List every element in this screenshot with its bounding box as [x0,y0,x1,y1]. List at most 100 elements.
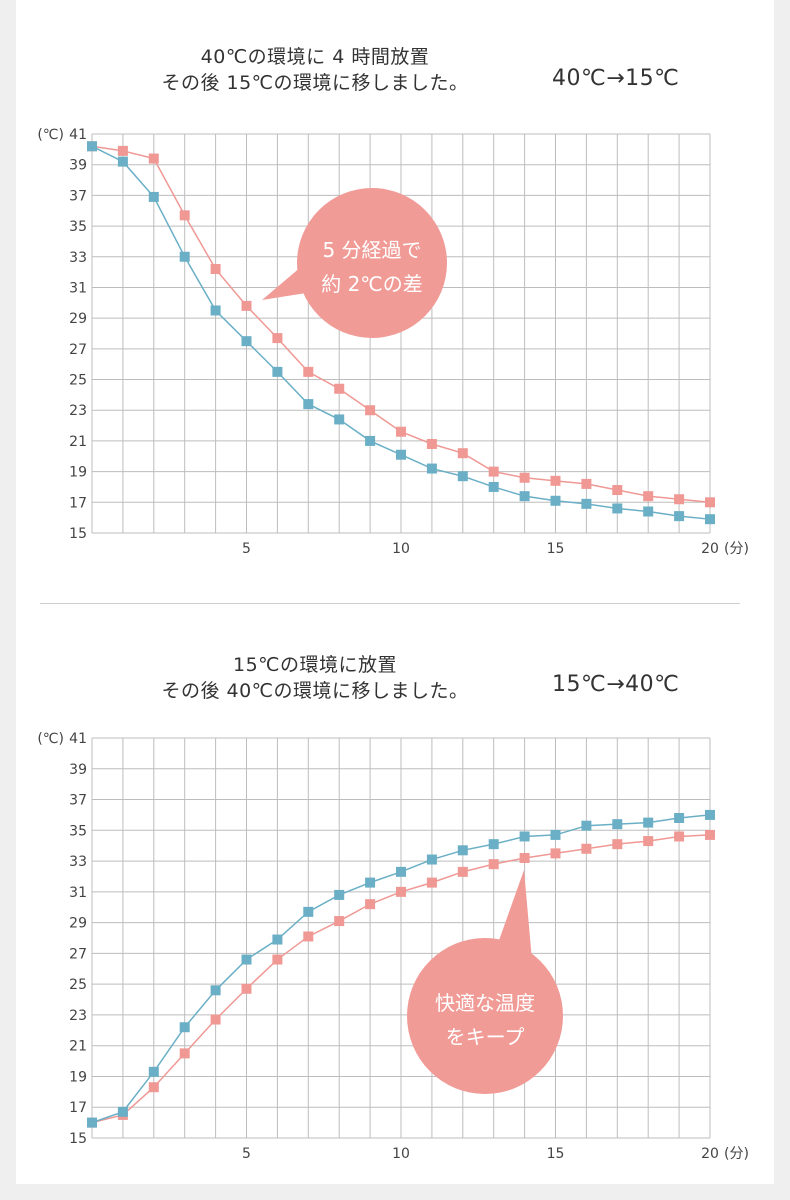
chart1-data-point [334,383,345,394]
chart1-data-point [303,366,314,377]
chart2-data-point [488,839,499,850]
chart2-series-pink [87,829,715,1128]
chart2-data-point [643,817,654,828]
chart1-data-point [334,414,345,425]
chart1-data-point [148,153,159,164]
chart2-data-point [334,889,345,900]
chart2-data-point [241,983,252,994]
chart1-data-point [210,305,221,316]
chart1-bubble-circle [297,188,447,338]
chart1-data-point [550,475,561,486]
chart2-grid [91,737,711,1139]
chart2-series-blue [87,809,715,1128]
chart2-y-tick-label: 37 [69,793,87,809]
chart1-y-tick-label: 19 [69,465,87,481]
chart2-y-tick-label: 19 [69,1069,87,1085]
chart2-data-point [148,1066,159,1077]
chart2-y-tick-label: 23 [69,1008,87,1024]
chart2-data-point [117,1106,128,1117]
chart1-data-point [179,251,190,262]
chart2-x-tick-label: 20 [701,1146,719,1162]
chart2-y-tick-label: 31 [69,885,87,901]
chart1-data-point [550,495,561,506]
chart1-y-tick-label: 21 [69,434,87,450]
chart1-x-tick-label: 15 [547,541,565,557]
chart1-data-point [612,485,623,496]
chart1-data-point [457,448,468,459]
chart2-title-line2: その後 40℃の環境に移しました。 [161,680,469,702]
chart1-data-point [396,449,406,460]
chart2-y-tick-label: 33 [69,854,87,870]
chart1-data-point [519,491,530,502]
chart1-data-point [581,498,592,509]
chart1-y-tick-label: 29 [69,311,87,327]
chart2-data-point [426,854,437,865]
chart2-data-point [674,813,685,823]
chart1-bubble-text-line1: 5 分経過で [322,238,421,262]
chart2-y-tick-label: 17 [69,1100,87,1116]
chart1-data-point [179,210,190,221]
chart2-data-point [674,831,685,842]
chart2-data-point [550,848,561,859]
chart2-data-point [705,829,715,840]
chart2-data-point [396,866,406,877]
chart1-y-tick-label: 17 [69,495,87,511]
chart1-y-axis-unit: (℃) [37,127,64,143]
chart1-data-point [241,300,252,311]
chart1-y-tick-label: 27 [69,342,87,358]
chart2-data-point [148,1082,159,1093]
chart2-data-point [210,1014,221,1025]
chart1-data-point [396,426,406,437]
chart1-y-tick-label: 41 [69,127,87,143]
chart2-x-axis-unit: (分) [724,1146,749,1162]
chart2-bubble-text-line1: 快適な温度 [435,991,535,1015]
chart2-y-tick-label: 15 [69,1131,87,1147]
chart2-data-point [519,853,530,863]
chart1-data-point [519,472,530,483]
chart2-data-point [519,831,530,842]
chart1-x-tick-label: 10 [392,541,410,557]
chart2-bubble-text-line2: をキープ [446,1025,525,1049]
chart2-data-point [241,954,252,965]
chart1-data-point [117,156,128,167]
chart2-y-tick-label: 27 [69,946,87,962]
chart1-data-point [643,506,654,517]
chart2-y-tick-label: 39 [69,762,87,778]
chart1-x-axis-unit: (分) [724,541,749,557]
chart2-x-tick-label: 10 [392,1146,410,1162]
chart2-data-point [303,906,314,917]
chart2-data-point [705,809,715,820]
chart1-data-point [365,405,376,416]
chart2-y-tick-label: 35 [69,823,87,839]
chart2-temperature-tag: 15℃→40℃ [552,672,680,697]
chart1-data-point [272,366,283,377]
chart2-y-tick-label: 25 [69,977,87,993]
chart1-series-pink [87,141,715,508]
chart1-data-point [117,145,128,156]
chart2-title: 15℃の環境に放置 その後 40℃の環境に移しました。 [100,652,530,704]
chart1-data-point [643,491,654,502]
chart2-y-tick-label: 21 [69,1039,87,1055]
chart2-data-point [457,845,468,856]
chart1-y-tick-label: 39 [69,158,87,174]
chart2-data-point [179,1022,190,1033]
chart1-data-point [705,514,715,525]
chart2-data-point [643,836,654,847]
chart2-bubble-tail [492,870,532,960]
chart1-x-tick-label: 5 [242,541,251,557]
chart2-data-point [581,843,592,854]
chart1-plot: 15 17 19 21 23 25 27 29 31 33 35 37 39 41 5 10 15 20 (℃) (分… [37,127,749,557]
chart2-data-point [581,820,592,831]
chart1-x-tick-label: 20 [701,541,719,557]
chart1-y-tick-label: 23 [69,403,87,419]
chart1-y-tick-label: 35 [69,219,87,235]
chart2-data-point [550,829,561,840]
chart1-title: 40℃の環境に 4 時間放置 その後 15℃の環境に移しました。 [100,44,530,96]
chart2-y-tick-label: 29 [69,916,87,932]
chart1-series-blue [87,141,715,525]
chart1-data-point [365,435,376,446]
chart1-temperature-tag: 40℃→15℃ [552,66,680,91]
chart1-data-point [457,471,468,482]
chart2-data-point [612,819,623,830]
